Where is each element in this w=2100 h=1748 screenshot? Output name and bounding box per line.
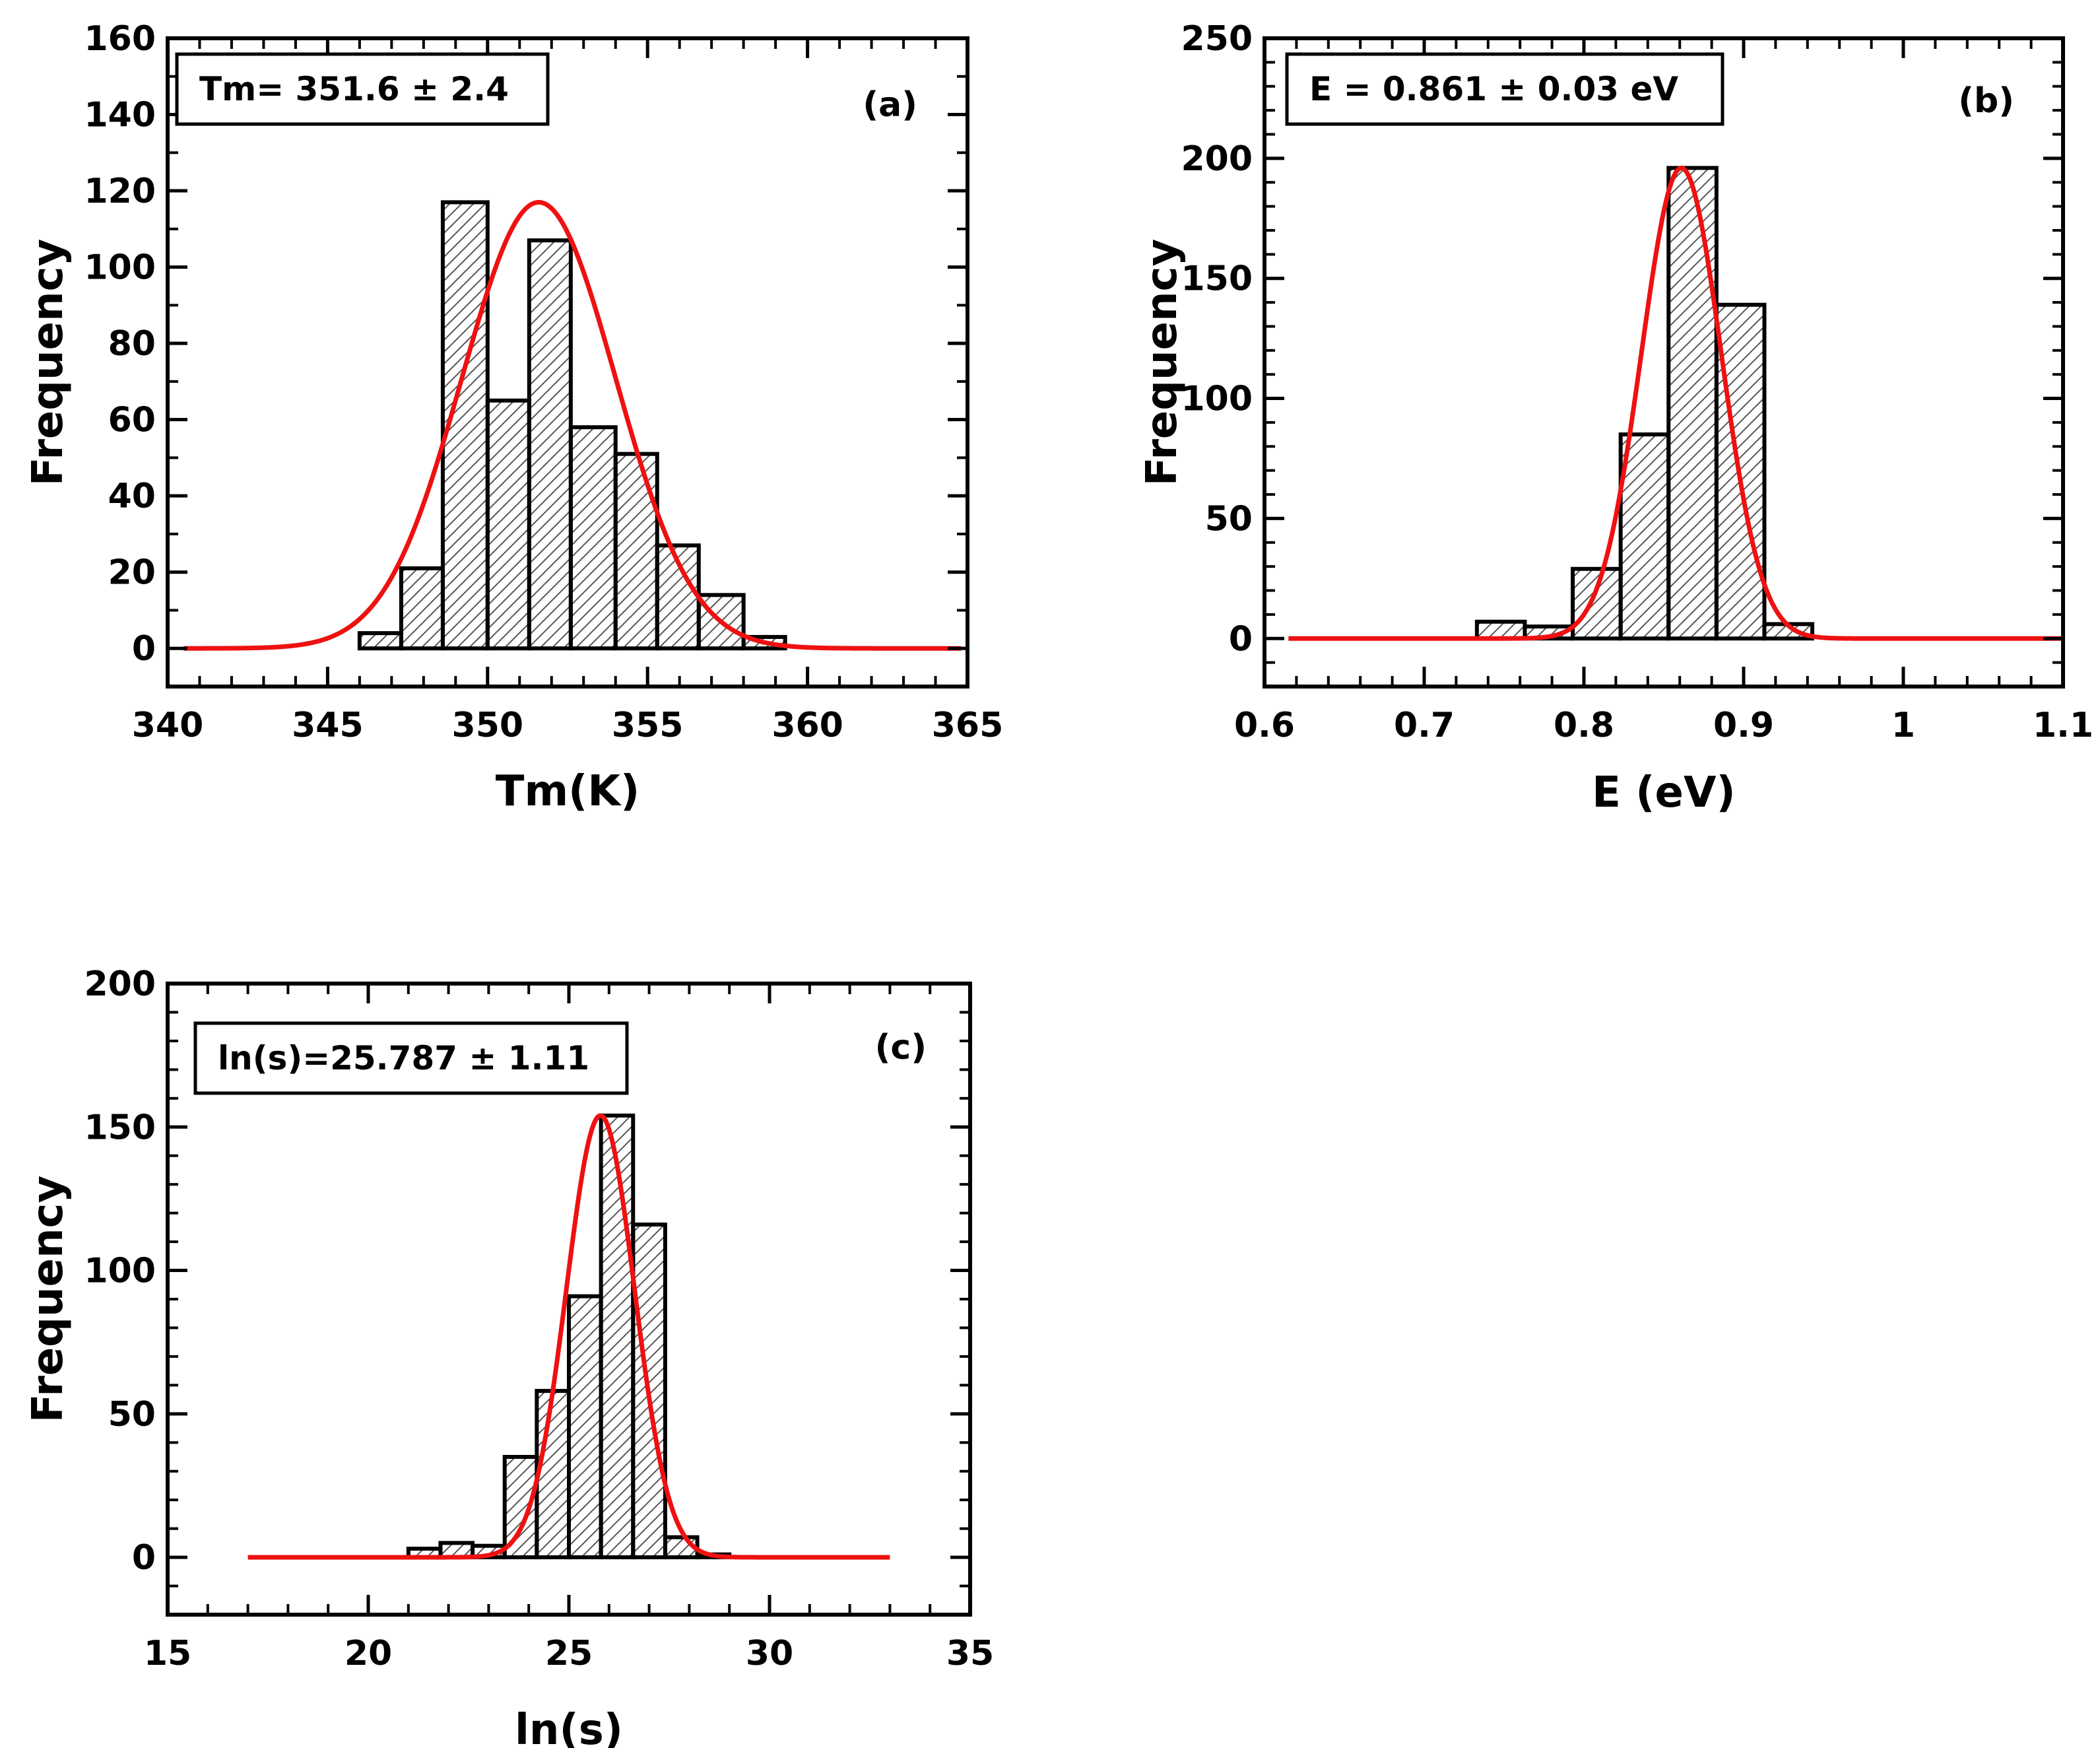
- x-tick-label: 30: [746, 1634, 793, 1673]
- histogram-bar: [1666, 166, 1719, 641]
- x-tick-label: 0.6: [1234, 706, 1295, 745]
- panel-label-c: (c): [875, 1028, 927, 1067]
- histogram-bar: [613, 452, 659, 651]
- histogram-bars-a: [357, 200, 787, 651]
- gaussian-fit-c: [247, 1113, 890, 1560]
- y-tick-label: 20: [108, 553, 156, 593]
- y-tick-label: 0: [132, 629, 156, 669]
- x-tick-label: 15: [144, 1634, 191, 1673]
- axis-ticks-b: [1263, 36, 2065, 688]
- y-tick-label: 160: [84, 19, 156, 59]
- x-axis-title-b: E (eV): [1592, 768, 1735, 817]
- plot-frame-b: [1263, 36, 2065, 689]
- y-tick-label: 50: [108, 1395, 156, 1434]
- y-axis-title-b: Frequency: [1138, 239, 1187, 487]
- histogram-bars-b: [1474, 166, 1815, 641]
- y-axis-title-c: Frequency: [24, 1176, 73, 1423]
- x-tick-label: 25: [545, 1634, 593, 1673]
- y-tick-labels-b: 0 50 100 150 200 250: [1181, 19, 1253, 659]
- gaussian-fit-a: [183, 199, 962, 651]
- y-tick-label: 0: [132, 1538, 156, 1578]
- x-tick-label: 1.1: [2033, 706, 2093, 745]
- annotation-box-b: [1285, 52, 1724, 126]
- gaussian-fit-curve: [1288, 165, 2063, 641]
- x-tick-label: 345: [292, 706, 364, 745]
- annotation-box-a: [175, 52, 550, 126]
- histogram-panel-a: 340 345 350 355 360 365 0 20 40 60 80 100 120 140 160…: [24, 19, 1003, 816]
- y-tick-labels-a: 0 20 40 60 80 100 120 140 160: [84, 19, 156, 669]
- histogram-bar: [1618, 432, 1671, 641]
- axis-ticks-a: [166, 36, 969, 688]
- gaussian-fit-curve: [247, 1113, 890, 1560]
- histogram-bar: [567, 1294, 603, 1560]
- annotation-text-a: Tm= 351.6 ± 2.4: [199, 70, 509, 108]
- x-tick-label: 35: [946, 1634, 994, 1673]
- y-tick-label: 200: [1181, 139, 1253, 179]
- x-tick-label: 340: [132, 706, 204, 745]
- histogram-bar: [1571, 566, 1623, 641]
- panel-label-b: (b): [1958, 81, 2014, 121]
- y-tick-label: 0: [1229, 619, 1253, 659]
- plot-frame-a: [166, 36, 969, 689]
- panel-label-a: (a): [863, 85, 917, 125]
- x-tick-label: 0.7: [1394, 706, 1455, 745]
- x-tick-label: 0.8: [1554, 706, 1614, 745]
- histogram-bar: [527, 238, 573, 651]
- x-tick-label: 360: [771, 706, 843, 745]
- y-tick-label: 250: [1181, 19, 1253, 59]
- x-axis-title-a: Tm(K): [496, 767, 640, 816]
- y-tick-label: 140: [84, 96, 156, 135]
- gaussian-fit-curve: [183, 199, 962, 651]
- y-tick-label: 120: [84, 172, 156, 211]
- y-tick-label: 100: [84, 248, 156, 288]
- x-tick-labels-a: 340 345 350 355 360 365: [132, 706, 1004, 745]
- x-tick-label: 350: [452, 706, 524, 745]
- histogram-bar: [535, 1389, 571, 1560]
- y-tick-label: 80: [108, 324, 156, 364]
- histogram-bar: [399, 566, 445, 651]
- annotation-text-b: E = 0.861 ± 0.03 eV: [1309, 70, 1678, 108]
- gaussian-fit-b: [1288, 165, 2063, 641]
- y-tick-labels-c: 0 50 100 150 200: [84, 964, 156, 1578]
- histogram-bar: [357, 631, 403, 651]
- annotation-text-c: ln(s)=25.787 ± 1.11: [218, 1039, 589, 1077]
- x-tick-label: 1: [1891, 706, 1915, 745]
- y-tick-label: 50: [1205, 499, 1253, 539]
- x-axis-title-c: ln(s): [515, 1706, 623, 1748]
- x-tick-label: 355: [612, 706, 684, 745]
- y-tick-label: 150: [1181, 259, 1253, 299]
- x-tick-label: 20: [345, 1634, 392, 1673]
- x-tick-label: 365: [932, 706, 1004, 745]
- y-tick-label: 100: [84, 1252, 156, 1291]
- x-tick-labels-c: 15 20 25 30 35: [144, 1634, 994, 1673]
- y-tick-label: 100: [1181, 380, 1253, 419]
- axis-ticks-c: [166, 982, 972, 1616]
- histogram-bar: [568, 425, 618, 651]
- y-tick-label: 150: [84, 1108, 156, 1147]
- y-tick-label: 60: [108, 401, 156, 440]
- y-tick-label: 200: [84, 964, 156, 1004]
- histogram-bar: [1474, 619, 1527, 641]
- x-tick-label: 0.9: [1713, 706, 1774, 745]
- histogram-bar: [599, 1113, 636, 1560]
- histogram-bars-c: [406, 1113, 732, 1560]
- y-axis-title-a: Frequency: [24, 239, 73, 487]
- x-tick-labels-b: 0.6 0.7 0.8 0.9 1 1.1: [1234, 706, 2093, 745]
- histogram-bar: [485, 398, 531, 651]
- y-tick-label: 40: [108, 477, 156, 516]
- annotation-box-c: [193, 1021, 629, 1095]
